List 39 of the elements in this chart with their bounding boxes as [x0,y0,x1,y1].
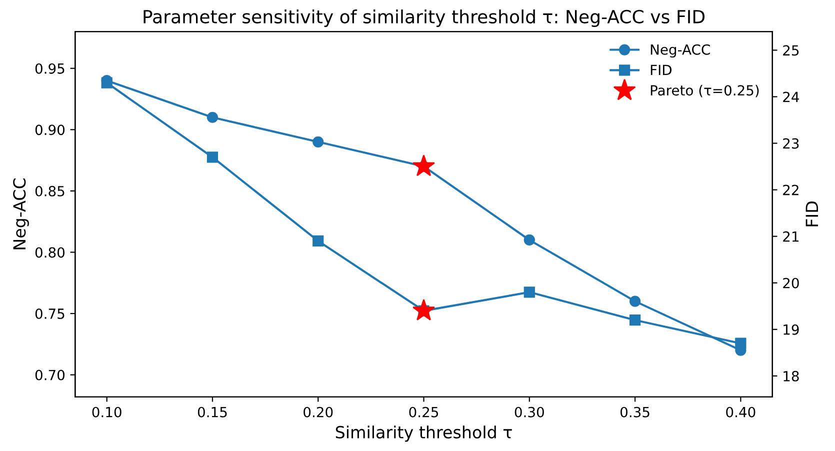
x-axis-title: Similarity threshold τ [336,426,512,442]
y2-tick-label: 19 [784,324,799,335]
y2-tick-label: 22 [783,184,798,196]
point [524,234,535,246]
y-tick-label: 0.70 [35,370,65,380]
point [206,152,218,163]
y2-tick-label: 21 [783,231,798,242]
point [312,136,324,148]
x-tick-label: 0.15 [198,406,227,418]
x-tick-label: 0.10 [92,406,122,418]
point [735,338,746,349]
y2-tick-label: 20 [783,278,799,288]
x-tick-label: 0.30 [514,406,544,418]
chart-title: Parameter sensitivity of similarity threshold τ: Neg-ACC vs FID [144,10,705,27]
y2-tick-label: 18 [784,370,799,382]
legend-label: Pareto (τ=0.25) [650,84,759,98]
point [412,298,436,320]
legend-label: Neg-ACC [650,44,710,58]
x-tick-label: 0.40 [726,406,756,418]
y2-tick-label: 24 [783,92,799,102]
point [312,235,324,247]
point [412,154,436,176]
y-tick-label: 0.95 [35,63,64,74]
x-tick-label: 0.20 [304,406,333,418]
y-tick-label: 0.85 [35,186,64,196]
point [629,296,641,307]
y-tick-label: 0.90 [35,124,65,136]
point [524,286,535,298]
x-tick-label: 0.25 [409,406,438,418]
y-tick-label: 0.80 [35,247,65,258]
y2-tick-label: 23 [783,138,799,149]
y2-tick-label: 25 [783,45,799,56]
y-tick-label: 0.75 [35,308,64,319]
x-tick-label: 0.35 [620,406,650,418]
point [206,112,218,123]
y2-axis-title: FID [806,202,818,226]
legend-label: FID [650,64,672,76]
y-axis-title: Neg-ACC [13,178,29,250]
point [629,314,641,326]
